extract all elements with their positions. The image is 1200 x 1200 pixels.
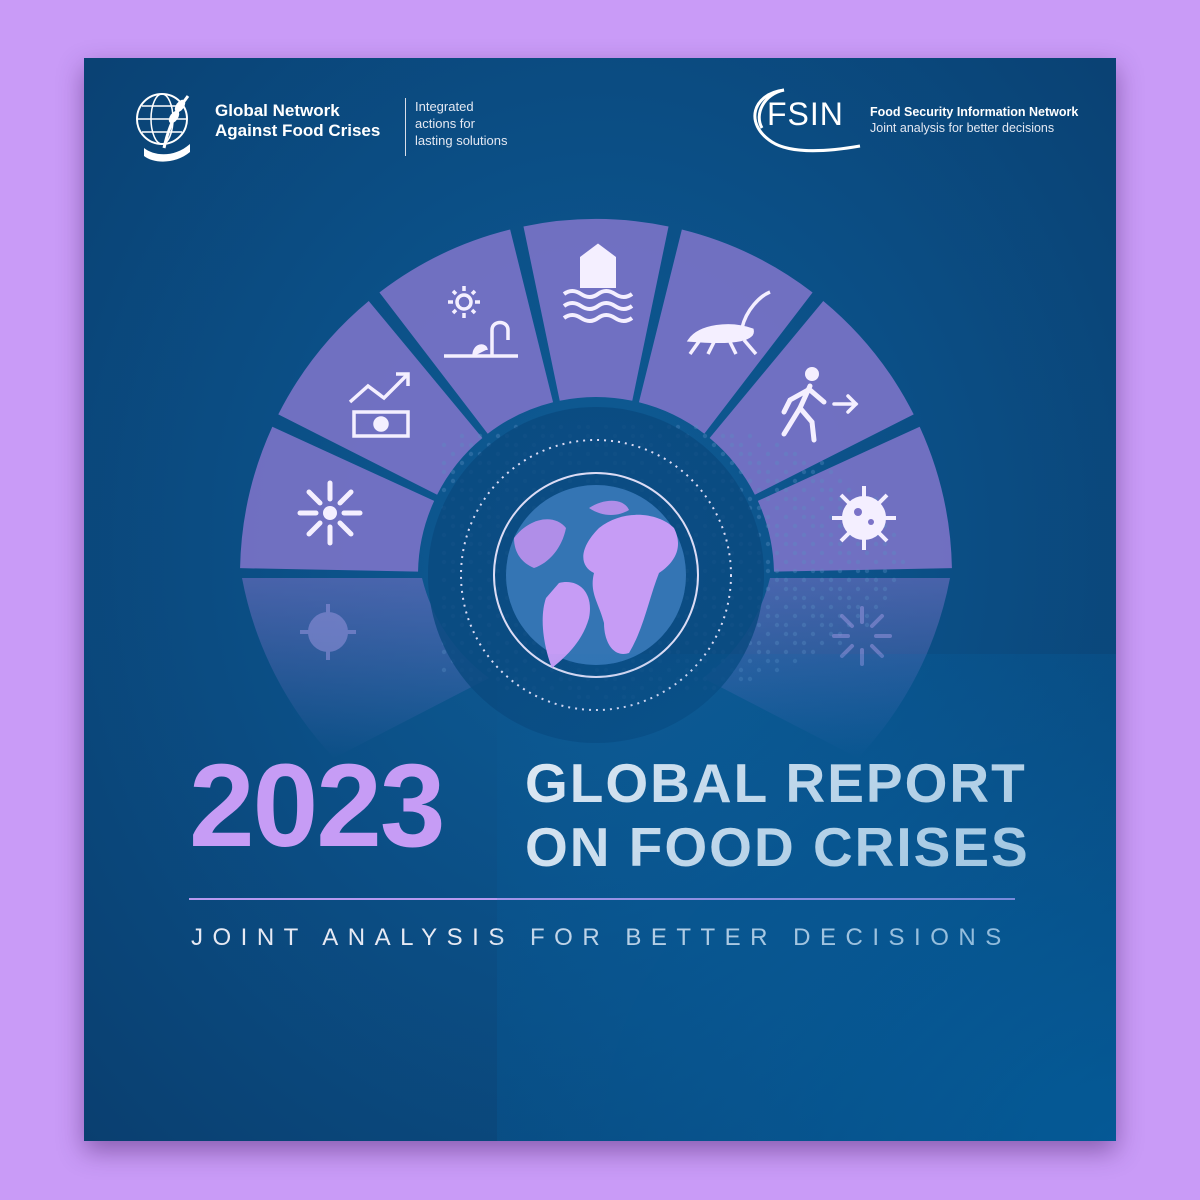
global-network-name-line2: Against Food Crises [215, 121, 381, 140]
virus-icon [832, 486, 896, 550]
wheel-segment-virus [709, 300, 914, 495]
globe-ring [493, 472, 699, 678]
wheel-segment-flood [379, 229, 554, 434]
report-cover: Global Network Against Food Crises Integ… [84, 58, 1116, 1141]
flood-icon [562, 243, 634, 323]
drought-icon [444, 286, 518, 358]
economic-shocks-icon [348, 372, 410, 438]
wheel-segment-economic-shocks [240, 426, 435, 572]
wheel-segment-locust [523, 219, 669, 401]
globe-icon [506, 485, 686, 668]
fsin-tagline: Joint analysis for better decisions [870, 121, 1055, 135]
virus-reflection-icon [300, 604, 356, 660]
explosion-icon [297, 480, 363, 546]
global-network-name: Global Network Against Food Crises [215, 101, 380, 141]
global-network-tagline: Integrated actions for lasting solutions [405, 98, 508, 156]
tagline-line3: lasting solutions [415, 133, 508, 148]
globe-hand-logo-icon [136, 93, 190, 162]
fsin-swoosh-icon [753, 88, 861, 153]
locust-icon [686, 290, 771, 356]
displacement-icon [781, 367, 859, 443]
tagline-line2: actions for [415, 116, 475, 131]
tagline-line1: Integrated [415, 99, 474, 114]
fsin-acronym: FSIN [767, 96, 844, 132]
wheel-icons [297, 243, 896, 666]
title-divider [189, 898, 1015, 900]
report-subtitle: JOINT ANALYSIS FOR BETTER DECISIONS [191, 924, 1011, 951]
wheel-segment-drought [278, 300, 483, 495]
wheel-reflection [242, 578, 489, 758]
wheel-reflection-right [703, 578, 950, 758]
report-title-line1: GLOBAL REPORT [525, 752, 1027, 814]
crisis-wheel [240, 219, 952, 758]
global-network-name-line1: Global Network [215, 101, 340, 120]
report-year: 2023 [189, 740, 446, 872]
explosion-reflection-icon [832, 606, 892, 666]
fsin-name: Food Security Information Network [870, 105, 1079, 119]
report-title-line2: ON FOOD CRISES [525, 816, 1030, 878]
dotted-ring [460, 439, 732, 711]
